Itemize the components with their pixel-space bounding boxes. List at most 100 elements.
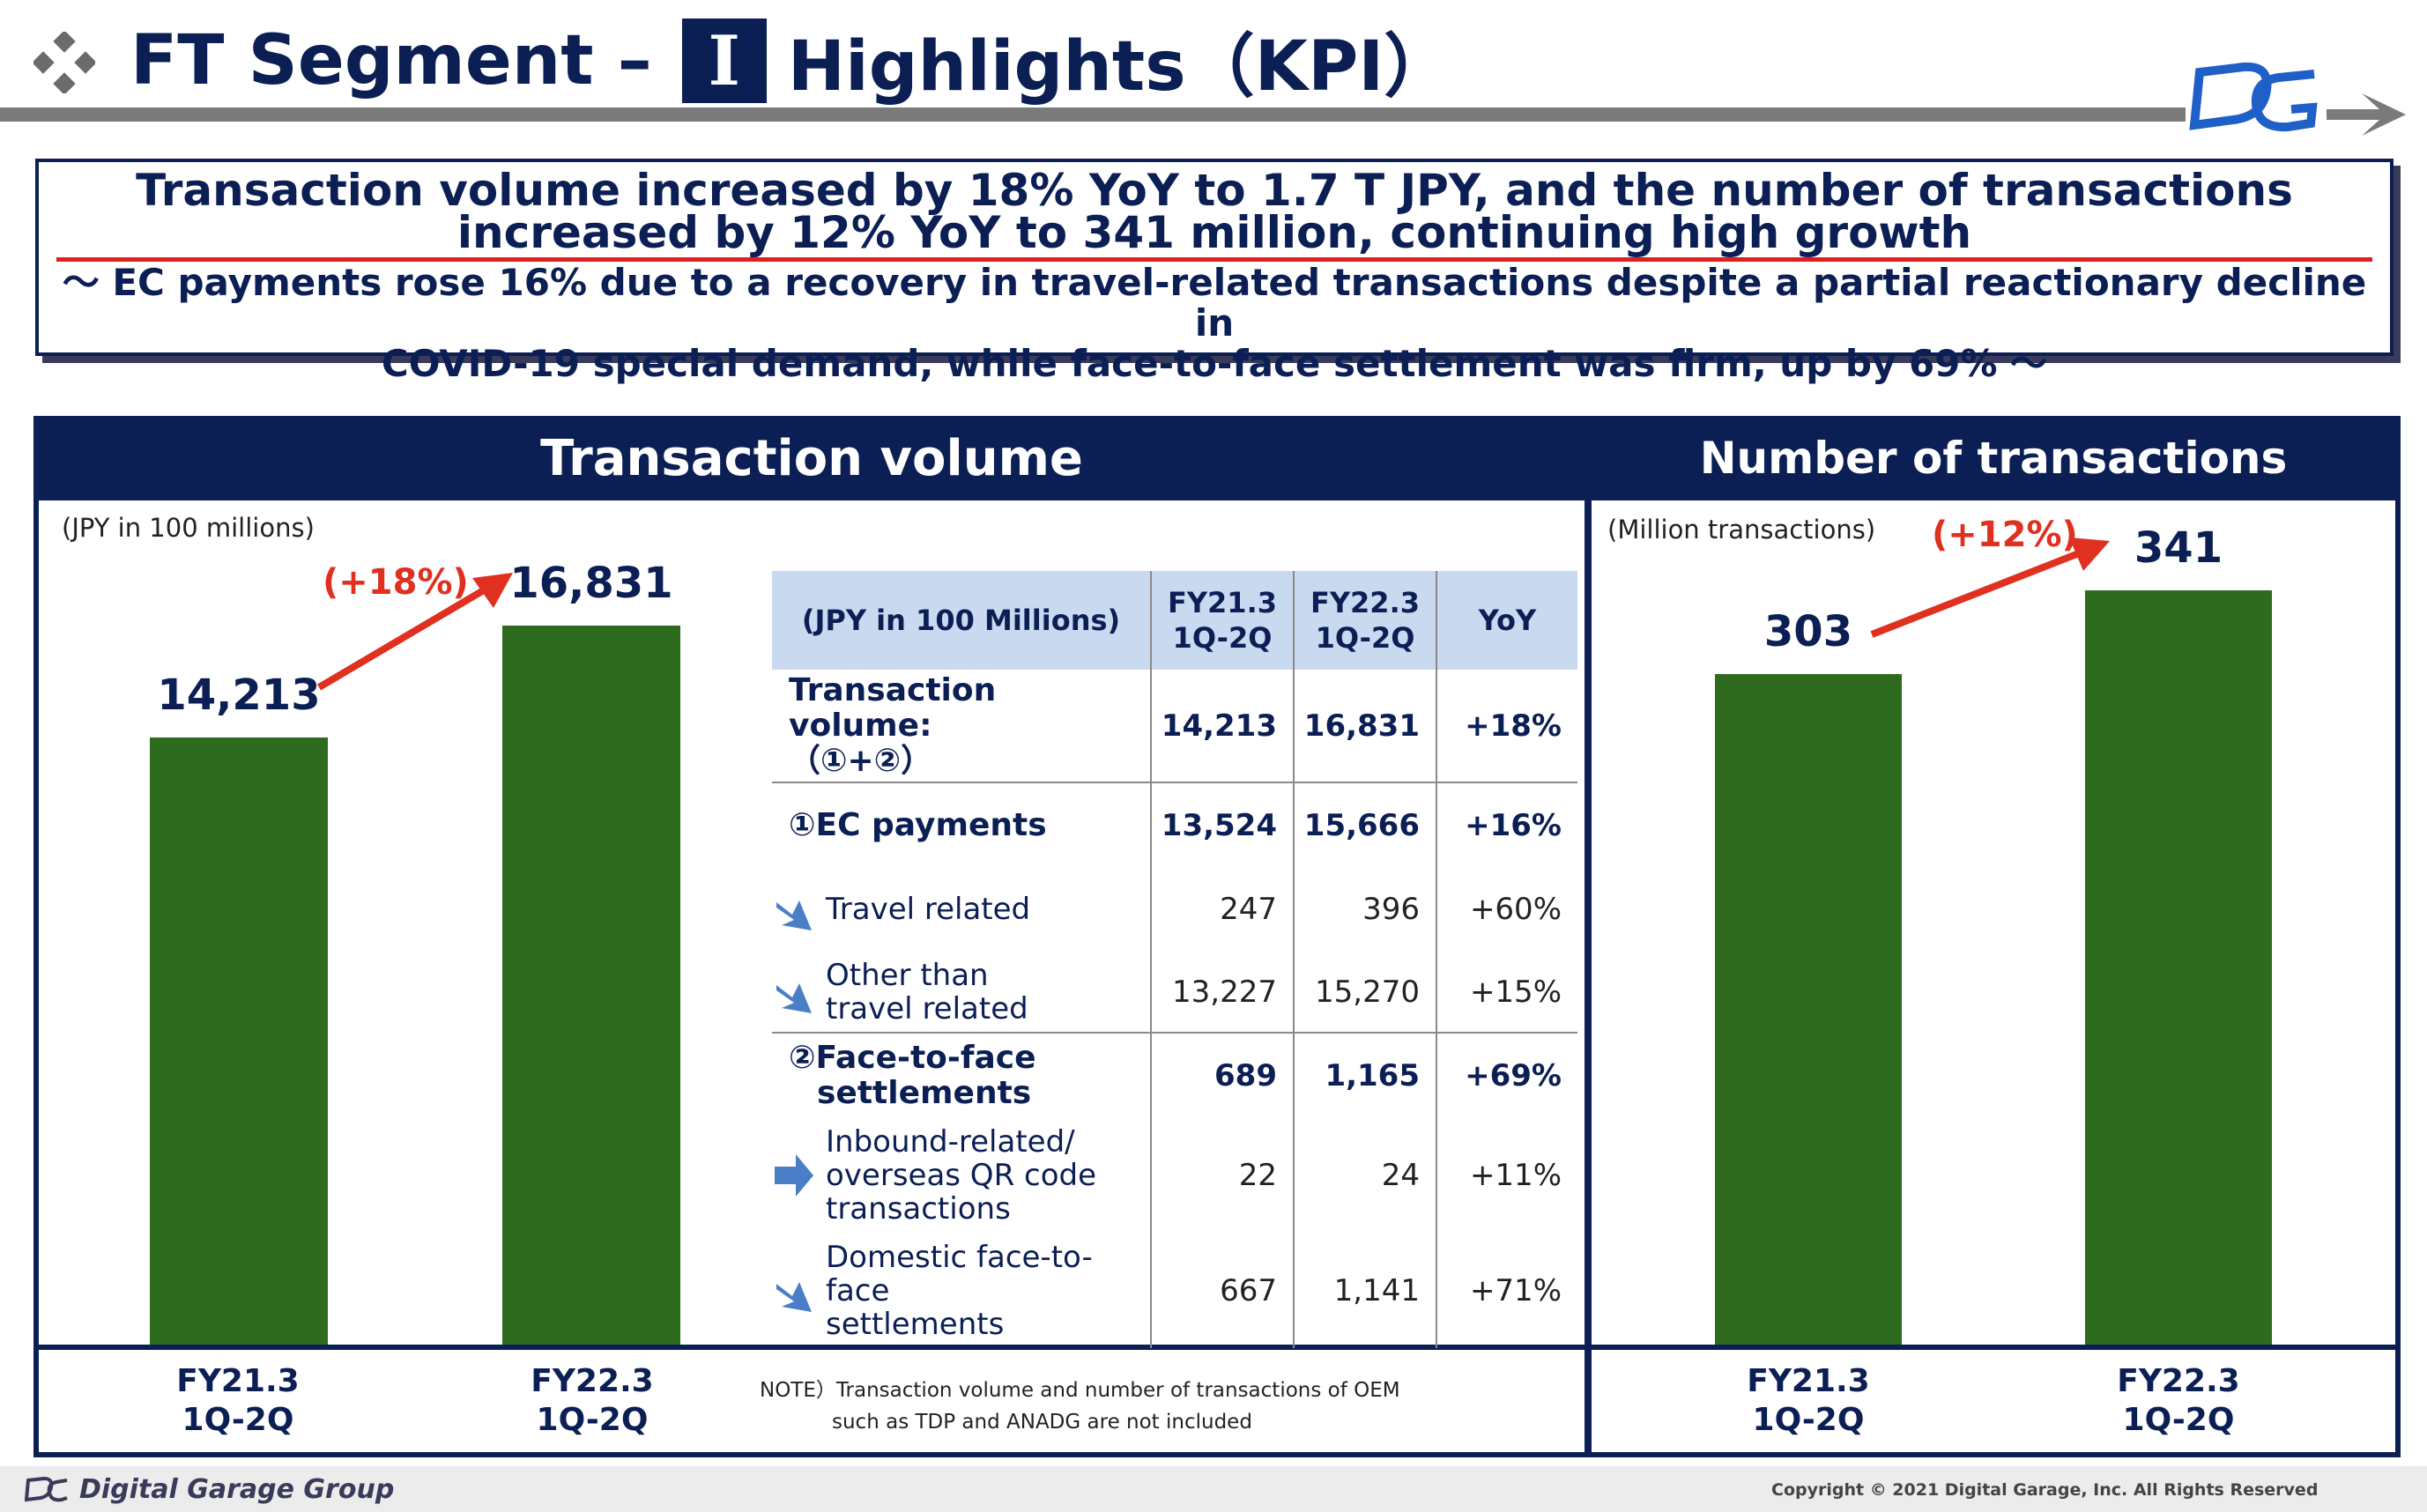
dg-small-logo-icon [25, 1476, 68, 1502]
growth-label-volume: (+18%) [323, 562, 469, 603]
table-header: YoY [1436, 571, 1577, 670]
bar-fy21 [1715, 674, 1902, 1345]
cell-v1: 689 [1150, 1032, 1294, 1117]
blue-arrow-icon [776, 901, 812, 930]
x-label-line: 1Q-2Q [182, 1402, 294, 1438]
header-rule [0, 107, 2186, 122]
bar-fy22 [2085, 590, 2272, 1345]
header-line: 1Q-2Q [1315, 621, 1415, 655]
headline-line2b: COVID-19 special demand, while face-to-f… [381, 342, 2048, 385]
table-row: Inbound-related/overseas QR code transact… [772, 1117, 1577, 1234]
label-line: settlements [826, 1307, 1005, 1342]
table-header: (JPY in 100 Millions) [772, 571, 1151, 670]
label-line: （①+②） [789, 742, 933, 779]
cell-v1: 14,213 [1150, 670, 1294, 782]
cell-v1: 247 [1150, 867, 1294, 952]
label-line: settlements [817, 1074, 1032, 1111]
row-label: ①EC payments [772, 782, 1151, 867]
section-badge: Ⅰ [681, 19, 767, 103]
header-arrow-icon [2327, 93, 2406, 136]
cell-v1: 13,524 [1150, 782, 1294, 867]
dg-logo-icon [2189, 62, 2318, 132]
footer-company: Digital Garage Group [79, 1473, 395, 1505]
label-line: Other than [826, 957, 989, 993]
blue-arrow-icon [776, 982, 812, 1013]
transaction-volume-title: Transaction volume [33, 416, 1590, 500]
cell-yoy: +11% [1436, 1117, 1577, 1234]
headline-line2a: ～ EC payments rose 16% due to a recovery… [62, 261, 2367, 345]
blue-arrow-icon [775, 1154, 813, 1197]
header-line: 1Q-2Q [1172, 621, 1273, 655]
headline-sub: ～ EC payments rose 16% due to a recovery… [39, 263, 2390, 384]
bar-fy21 [150, 737, 328, 1345]
cell-v2: 1,165 [1293, 1032, 1436, 1117]
bar-value-fy21: 14,213 [157, 671, 321, 720]
cell-v2: 1,141 [1293, 1234, 1436, 1348]
number-of-transactions-title: Number of transactions [1586, 416, 2401, 500]
bar-fy22 [502, 626, 680, 1345]
table-row: ①EC payments 13,524 15,666 +16% [772, 782, 1577, 867]
footer-brand: Digital Garage Group [25, 1473, 394, 1505]
table-row: ②Face-to-face settlements 689 1,165 +69% [772, 1032, 1577, 1117]
cell-yoy: +71% [1436, 1234, 1577, 1348]
footer-copyright: Copyright © 2021 Digital Garage, Inc. Al… [1771, 1480, 2319, 1500]
label-line: Transaction volume: [789, 671, 997, 744]
cell-yoy: +15% [1436, 952, 1577, 1033]
label-line: ①EC payments [789, 806, 1047, 843]
headline-line1a: Transaction volume increased by 18% YoY … [136, 165, 2293, 216]
row-label: Domestic face-to-face settlements [772, 1234, 1151, 1348]
label-line: Domestic face-to-face [826, 1240, 1093, 1308]
label-line: overseas QR code [826, 1158, 1096, 1193]
header-line: FY21.3 [1168, 586, 1277, 619]
label-line: Travel related [826, 892, 1031, 927]
cell-v1: 667 [1150, 1234, 1294, 1348]
x-label-fy22: FY22.3 1Q-2Q [2073, 1362, 2284, 1440]
left-axis-rule [33, 1345, 1590, 1350]
bar-value-fy22: 341 [2134, 523, 2223, 573]
footer [0, 1466, 2427, 1512]
table-header: FY22.3 1Q-2Q [1293, 571, 1436, 670]
x-label-line: FY22.3 [531, 1363, 654, 1399]
table-header: FY21.3 1Q-2Q [1150, 571, 1294, 670]
headline-main: Transaction volume increased by 18% YoY … [39, 165, 2390, 258]
label-line: transactions [826, 1191, 1011, 1227]
x-label-line: 1Q-2Q [1752, 1402, 1865, 1438]
x-label-line: FY21.3 [176, 1363, 300, 1399]
x-label-line: FY22.3 [2117, 1363, 2240, 1399]
x-label-line: FY21.3 [1747, 1363, 1870, 1399]
label-line: ②Face-to-face [789, 1039, 1036, 1076]
headline-line1b: increased by 12% YoY to 341 million, con… [456, 207, 1972, 258]
growth-label-count: (+12%) [1932, 515, 2078, 555]
note-line: such as TDP and ANADG are not included [832, 1411, 1252, 1434]
growth-arrow-count [1870, 537, 2110, 638]
headline-box: Transaction volume increased by 18% YoY … [35, 159, 2394, 384]
cell-v2: 15,270 [1293, 952, 1436, 1033]
header-line: FY22.3 [1310, 586, 1420, 619]
x-label-fy22: FY22.3 1Q-2Q [486, 1362, 698, 1440]
x-label-fy21: FY21.3 1Q-2Q [1703, 1362, 1914, 1440]
blue-arrow-icon [776, 1282, 812, 1312]
table-row: Transaction volume: （①+②） 14,213 16,831 +… [772, 670, 1577, 782]
cell-v2: 16,831 [1293, 670, 1436, 782]
breakdown-table: (JPY in 100 Millions) FY21.3 1Q-2Q FY22.3… [772, 571, 1577, 1348]
x-label-line: 1Q-2Q [2122, 1402, 2235, 1438]
table-note: NOTE）Transaction volume and number of tr… [760, 1375, 1400, 1438]
page-title: FT Segment – Ⅰ Highlights（KPI） [130, 12, 1452, 109]
headline-underline [56, 257, 2372, 262]
table-row: Domestic face-to-face settlements 667 1,1… [772, 1234, 1577, 1348]
cell-v1: 22 [1150, 1117, 1294, 1234]
label-line: travel related [826, 990, 1028, 1027]
cell-v1: 13,227 [1150, 952, 1294, 1033]
four-diamond-icon [33, 32, 95, 93]
bar-value-fy21: 303 [1763, 607, 1853, 656]
table-header-row: (JPY in 100 Millions) FY21.3 1Q-2Q FY22.3… [772, 571, 1577, 670]
right-axis-rule [1586, 1345, 2401, 1350]
title-part2: Highlights（KPI） [787, 27, 1453, 107]
x-label-fy21: FY21.3 1Q-2Q [132, 1362, 344, 1440]
table-row: Travel related 247 396 +60% [772, 867, 1577, 952]
row-label: Other than travel related [772, 952, 1151, 1033]
row-label: ②Face-to-face settlements [772, 1032, 1151, 1117]
x-label-line: 1Q-2Q [536, 1402, 649, 1438]
cell-yoy: +18% [1436, 670, 1577, 782]
row-label: Inbound-related/overseas QR code transact… [772, 1117, 1151, 1234]
